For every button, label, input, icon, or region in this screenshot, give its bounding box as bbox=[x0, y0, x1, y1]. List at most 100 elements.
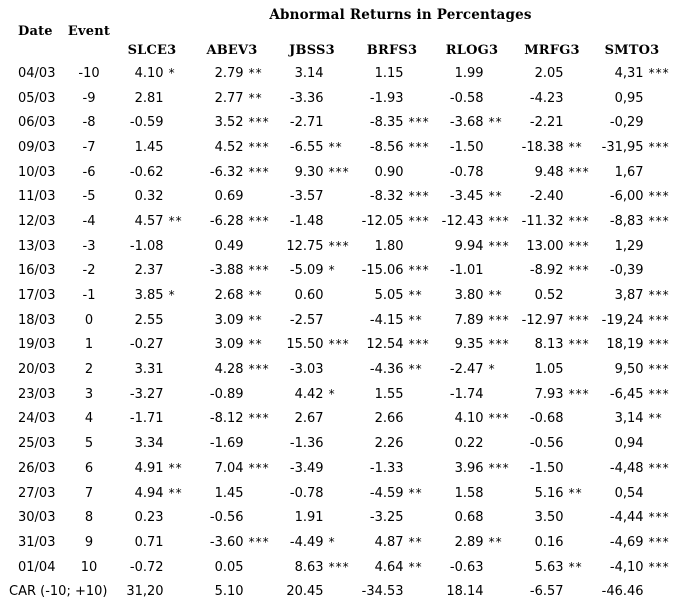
return-cell: -4.49 * bbox=[272, 535, 352, 550]
significance-stars: ** bbox=[488, 534, 503, 549]
return-cell: 2.55 bbox=[112, 313, 192, 328]
return-value: 3.09 bbox=[214, 337, 244, 353]
table-row: 06/03 -8 -0.59 3.52 *** -2.71 -8.35 *** -3.68 ** -… bbox=[4, 110, 685, 135]
significance-stars: *** bbox=[568, 238, 590, 253]
event-cell: 2 bbox=[84, 362, 94, 378]
return-cell: -4.15 ** bbox=[352, 313, 432, 328]
return-value: 4.52 bbox=[214, 139, 244, 155]
significance-stars: *** bbox=[248, 362, 270, 377]
significance-stars: *** bbox=[248, 213, 270, 228]
return-value: -1.33 bbox=[369, 460, 404, 476]
table-row: 24/03 4 -1.71 -8.12 *** 2.67 2.66 4.10 *** -0.68 3… bbox=[4, 407, 685, 432]
event-cell: 0 bbox=[84, 312, 94, 328]
return-cell: -8.92 *** bbox=[512, 263, 592, 278]
return-cell: -2.47 * bbox=[432, 362, 512, 377]
car-row: CAR (-10; +10) 31,20 5.10 20.45 -34.53 18.14 -… bbox=[4, 579, 685, 604]
return-cell: 3,14 ** bbox=[592, 411, 672, 426]
return-cell: -0,39 bbox=[592, 263, 672, 278]
return-value: 0.69 bbox=[214, 189, 244, 205]
return-value: 3.14 bbox=[294, 65, 324, 81]
return-value: -6.28 bbox=[209, 213, 244, 229]
return-cell: 18.14 bbox=[432, 584, 512, 599]
significance-stars: ** bbox=[248, 65, 263, 80]
return-cell: -8.56 *** bbox=[352, 140, 432, 155]
significance-stars: *** bbox=[488, 312, 510, 327]
return-value: 0,54 bbox=[614, 485, 644, 501]
return-value: -46.46 bbox=[601, 584, 644, 600]
return-value: 7.89 bbox=[454, 312, 484, 328]
return-cell: 7.93 *** bbox=[512, 387, 592, 402]
return-cell: 2.89 ** bbox=[432, 535, 512, 550]
return-value: 4.10 bbox=[454, 411, 484, 427]
return-value: -1.74 bbox=[449, 386, 484, 402]
return-cell: 20.45 bbox=[272, 584, 352, 599]
return-value: -4.36 bbox=[369, 362, 404, 378]
significance-stars: *** bbox=[568, 337, 590, 352]
return-value: -3.60 bbox=[209, 534, 244, 550]
return-cell: 0.05 bbox=[192, 560, 272, 575]
date-cell: 16/03 bbox=[18, 263, 56, 279]
return-value: -2.47 bbox=[449, 362, 484, 378]
return-cell: 2.66 bbox=[352, 411, 432, 426]
return-value: 12.54 bbox=[366, 337, 404, 353]
return-cell: 1.55 bbox=[352, 387, 432, 402]
return-value: 1.45 bbox=[214, 485, 244, 501]
significance-stars: *** bbox=[568, 386, 590, 401]
return-cell: 31,20 bbox=[112, 584, 192, 599]
return-cell: 4.57 ** bbox=[112, 214, 192, 229]
return-value: 2.05 bbox=[534, 65, 564, 81]
event-cell: -8 bbox=[82, 115, 96, 131]
return-cell: -3.88 *** bbox=[192, 263, 272, 278]
return-value: 4.64 bbox=[374, 559, 404, 575]
return-value: -3.27 bbox=[129, 386, 164, 402]
return-cell: -1.50 bbox=[432, 140, 512, 155]
date-cell: 01/04 bbox=[18, 559, 56, 575]
return-value: -6,45 bbox=[609, 386, 644, 402]
table-row: 19/03 1 -0.27 3.09 ** 15.50 *** 12.54 *** 9.35 ***… bbox=[4, 333, 685, 358]
date-cell: 24/03 bbox=[18, 411, 56, 427]
return-cell: 3.50 bbox=[512, 510, 592, 525]
return-value: -8.35 bbox=[369, 115, 404, 131]
return-cell: 3.34 bbox=[112, 436, 192, 451]
return-cell: -2.40 bbox=[512, 189, 592, 204]
return-value: -4,48 bbox=[609, 460, 644, 476]
return-cell: 1.99 bbox=[432, 66, 512, 81]
date-cell: 11/03 bbox=[18, 189, 56, 205]
column-header-rlog3: RLOG3 bbox=[445, 43, 499, 58]
date-cell: 23/03 bbox=[18, 386, 56, 402]
significance-stars: *** bbox=[568, 263, 590, 278]
significance-stars: ** bbox=[408, 288, 423, 303]
return-value: -0.58 bbox=[449, 90, 484, 106]
return-value: -1.50 bbox=[529, 460, 564, 476]
return-cell: -0.63 bbox=[432, 560, 512, 575]
return-value: -0.59 bbox=[129, 115, 164, 131]
return-value: 15.50 bbox=[286, 337, 324, 353]
return-cell: -1.33 bbox=[352, 461, 432, 476]
table-row: 12/03 -4 4.57 ** -6.28 *** -1.48 -12.05 *** -12.4… bbox=[4, 209, 685, 234]
significance-stars: *** bbox=[328, 337, 350, 352]
significance-stars: ** bbox=[248, 90, 263, 105]
return-cell: 0.90 bbox=[352, 165, 432, 180]
return-cell: 0.60 bbox=[272, 288, 352, 303]
return-cell: -1.48 bbox=[272, 214, 352, 229]
event-cell: -6 bbox=[82, 164, 96, 180]
return-value: 0.16 bbox=[534, 534, 564, 550]
event-cell: -3 bbox=[82, 238, 96, 254]
significance-stars: *** bbox=[568, 213, 590, 228]
event-cell: 4 bbox=[84, 411, 94, 427]
return-value: 0,95 bbox=[614, 90, 644, 106]
return-cell: 0.23 bbox=[112, 510, 192, 525]
return-value: 0.49 bbox=[214, 238, 244, 254]
significance-stars: *** bbox=[648, 139, 670, 154]
return-cell: 3.96 *** bbox=[432, 461, 512, 476]
significance-stars: ** bbox=[248, 288, 263, 303]
date-cell: 17/03 bbox=[18, 288, 56, 304]
return-cell: -8,83 *** bbox=[592, 214, 672, 229]
significance-stars: *** bbox=[648, 510, 670, 525]
return-cell: -1.50 bbox=[512, 461, 592, 476]
return-value: 2.26 bbox=[374, 436, 404, 452]
return-value: 3.50 bbox=[534, 510, 564, 526]
return-cell: 12.75 *** bbox=[272, 239, 352, 254]
return-value: -2.21 bbox=[529, 115, 564, 131]
return-cell: -6,45 *** bbox=[592, 387, 672, 402]
